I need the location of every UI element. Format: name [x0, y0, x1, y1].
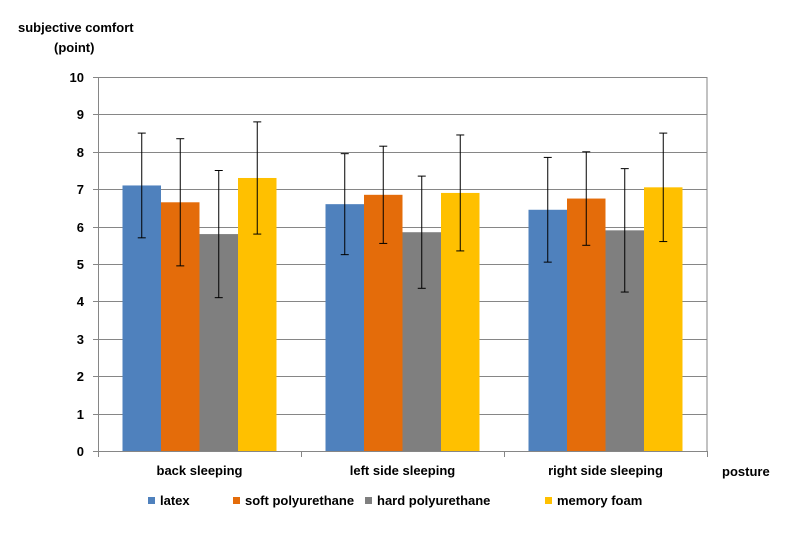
legend-swatch-2	[365, 497, 372, 504]
legend-label-0: latex	[160, 493, 190, 508]
legend-swatch-0	[148, 497, 155, 504]
legend-swatch-3	[545, 497, 552, 504]
legend: latex soft polyurethane hard polyurethane m…	[148, 493, 642, 508]
legend-label-3: memory foam	[557, 493, 642, 508]
y-tick-label-5: 5	[77, 257, 84, 272]
y-tick-label-1: 1	[77, 407, 84, 422]
legend-label-1: soft polyurethane	[245, 493, 354, 508]
y-tick-label-7: 7	[77, 182, 84, 197]
axes: 0 1 2 3 4 5 6 7 8 9 10 back sleeping left side sleep…	[70, 70, 708, 478]
x-category-label-2: right side sleeping	[548, 463, 663, 478]
y-tick-label-2: 2	[77, 369, 84, 384]
y-tick-label-6: 6	[77, 220, 84, 235]
y-tick-label-9: 9	[77, 107, 84, 122]
y-axis-title: subjective comfort	[18, 20, 134, 35]
x-category-label-1: left side sleeping	[350, 463, 456, 478]
y-axis-unit: (point)	[54, 40, 94, 55]
y-tick-label-8: 8	[77, 145, 84, 160]
y-tick-label-4: 4	[77, 294, 85, 309]
error-bars	[137, 121, 668, 299]
y-tick-label-3: 3	[77, 332, 84, 347]
x-category-label-0: back sleeping	[157, 463, 243, 478]
x-axis-title: posture	[722, 464, 770, 479]
bars	[122, 177, 683, 452]
legend-swatch-1	[233, 497, 240, 504]
y-tick-label-10: 10	[70, 70, 84, 85]
legend-label-2: hard polyurethane	[377, 493, 490, 508]
y-tick-label-0: 0	[77, 444, 84, 459]
